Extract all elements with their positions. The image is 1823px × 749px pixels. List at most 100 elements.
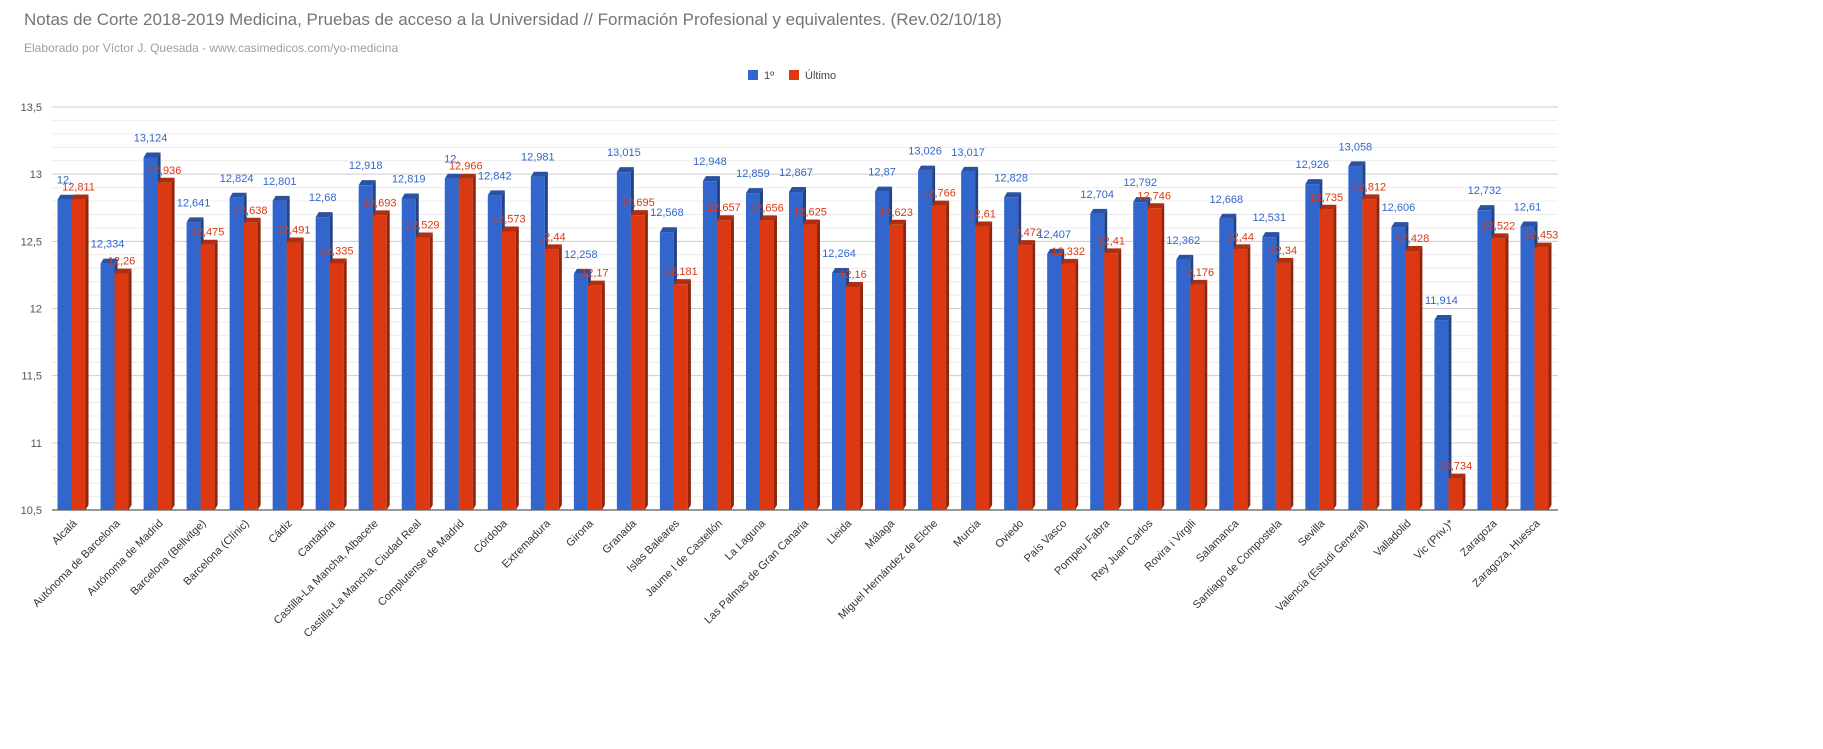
bar-ultimo[interactable] xyxy=(1276,262,1291,510)
x-tick-label: Granada xyxy=(600,517,639,556)
bars xyxy=(57,152,1552,511)
bar-primero[interactable] xyxy=(229,197,244,510)
bar-ultimo[interactable] xyxy=(1018,245,1033,510)
bar-primero[interactable] xyxy=(616,172,631,510)
bar-primero[interactable] xyxy=(1477,210,1492,510)
bar-ultimo[interactable] xyxy=(157,182,172,510)
bar-ultimo[interactable] xyxy=(1405,251,1420,510)
bar-ultimo[interactable] xyxy=(1233,249,1248,511)
bar-primero[interactable] xyxy=(1391,227,1406,510)
y-tick-label: 11,5 xyxy=(21,371,42,383)
bar-top xyxy=(832,268,850,274)
bar-primero[interactable] xyxy=(918,170,933,510)
bar-top xyxy=(458,173,476,179)
bar-top xyxy=(1391,222,1409,228)
bar-primero[interactable] xyxy=(659,232,674,510)
bar-ultimo[interactable] xyxy=(889,224,904,510)
bar-primero[interactable] xyxy=(1133,202,1148,510)
bar-ultimo[interactable] xyxy=(1147,208,1162,510)
bar-top xyxy=(100,258,118,264)
bar-primero[interactable] xyxy=(961,171,976,510)
bar-primero[interactable] xyxy=(358,185,373,510)
bar-ultimo[interactable] xyxy=(1104,253,1119,510)
bar-ultimo[interactable] xyxy=(71,199,86,510)
bar-ultimo[interactable] xyxy=(1491,238,1506,511)
bar-primero[interactable] xyxy=(702,181,717,511)
data-label-ultimo: 12,44 xyxy=(538,231,566,243)
bar-primero[interactable] xyxy=(401,198,416,510)
bar-ultimo[interactable] xyxy=(1448,478,1463,510)
bar-primero[interactable] xyxy=(100,263,115,510)
bar-ultimo[interactable] xyxy=(372,215,387,511)
data-label-primero: 12,801 xyxy=(263,176,297,188)
data-label-primero: 11,914 xyxy=(1425,295,1458,307)
bar-ultimo[interactable] xyxy=(716,220,731,511)
y-tick-label: 13 xyxy=(30,169,42,181)
bar-primero[interactable] xyxy=(272,200,287,511)
bar-top xyxy=(143,152,161,158)
bar-primero[interactable] xyxy=(315,217,330,511)
bar-side xyxy=(300,237,304,510)
bar-ultimo[interactable] xyxy=(243,222,258,510)
bar-side xyxy=(1462,473,1466,510)
legend[interactable]: 1º Último xyxy=(748,69,836,82)
bar-primero[interactable] xyxy=(875,191,890,510)
bar-ultimo[interactable] xyxy=(114,273,129,510)
bar-primero[interactable] xyxy=(1004,197,1019,510)
bar-ultimo[interactable] xyxy=(329,263,344,510)
bar-ultimo[interactable] xyxy=(501,231,516,511)
bar-primero[interactable] xyxy=(1262,237,1277,510)
bar-ultimo[interactable] xyxy=(673,284,688,510)
bar-primero[interactable] xyxy=(1047,253,1062,510)
bar-primero[interactable] xyxy=(1176,259,1191,510)
bar-top xyxy=(243,217,261,223)
bar-primero[interactable] xyxy=(1305,184,1320,510)
x-tick-label: Alcalá xyxy=(50,517,80,547)
bar-primero[interactable] xyxy=(789,192,803,510)
bar-primero[interactable] xyxy=(745,193,760,510)
bar-side xyxy=(1419,246,1423,510)
x-tick-label: Cantabria xyxy=(296,517,339,560)
bar-primero[interactable] xyxy=(487,195,502,510)
bar-primero[interactable] xyxy=(1520,226,1535,510)
data-label-ultimo: 12,61 xyxy=(968,209,996,221)
bar-primero[interactable] xyxy=(573,273,588,510)
bar-primero[interactable] xyxy=(1090,213,1105,511)
bar-ultimo[interactable] xyxy=(200,244,215,511)
bar-ultimo[interactable] xyxy=(846,287,861,510)
data-label-primero: 12,824 xyxy=(220,173,254,185)
data-label-primero: 12,828 xyxy=(994,172,1028,184)
bar-primero[interactable] xyxy=(186,222,201,510)
bar-primero[interactable] xyxy=(143,157,158,510)
bar-primero[interactable] xyxy=(1434,320,1449,510)
bar-ultimo[interactable] xyxy=(759,220,774,511)
data-labels: 12,12,81112,33412,2613,12412,93612,64112… xyxy=(57,133,1558,473)
bar-ultimo[interactable] xyxy=(975,226,990,510)
bar-primero[interactable] xyxy=(1219,218,1234,511)
bar-ultimo[interactable] xyxy=(932,205,947,511)
bar-ultimo[interactable] xyxy=(415,237,430,510)
bar-ultimo[interactable] xyxy=(1534,247,1549,510)
bar-primero[interactable] xyxy=(1348,166,1363,510)
bar-primero[interactable] xyxy=(444,178,459,510)
data-label-primero: 12, xyxy=(57,175,72,187)
bar-ultimo[interactable] xyxy=(1362,199,1377,510)
bar-ultimo[interactable] xyxy=(587,285,602,510)
bar-primero[interactable] xyxy=(530,176,545,510)
bar-ultimo[interactable] xyxy=(458,178,473,510)
bar-primero[interactable] xyxy=(832,273,847,510)
bar-ultimo[interactable] xyxy=(1319,209,1334,510)
bar-ultimo[interactable] xyxy=(1061,263,1076,510)
bar-primero[interactable] xyxy=(57,199,72,510)
bar-top xyxy=(186,217,204,223)
bar-ultimo[interactable] xyxy=(803,224,817,510)
bar-ultimo[interactable] xyxy=(1190,284,1205,510)
data-label-ultimo: 12,735 xyxy=(1310,192,1344,204)
data-label-ultimo: 10,734 xyxy=(1439,461,1473,473)
bar-ultimo[interactable] xyxy=(286,242,301,510)
data-label-primero: 12,334 xyxy=(91,239,125,251)
bar-top xyxy=(1534,242,1552,248)
bar-side xyxy=(687,279,691,510)
bar-ultimo[interactable] xyxy=(544,249,559,511)
bar-ultimo[interactable] xyxy=(630,215,645,510)
